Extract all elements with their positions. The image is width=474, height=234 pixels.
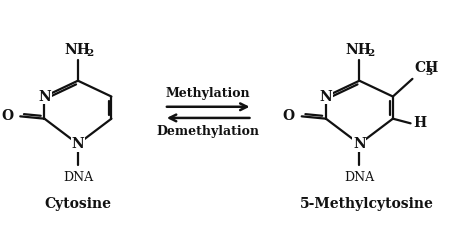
Text: O: O bbox=[283, 109, 295, 123]
Text: 2: 2 bbox=[86, 49, 93, 58]
Text: 2: 2 bbox=[367, 49, 374, 58]
Text: H: H bbox=[413, 116, 427, 130]
Text: NH: NH bbox=[64, 43, 90, 57]
Text: Cytosine: Cytosine bbox=[45, 197, 111, 212]
Text: N: N bbox=[353, 137, 366, 151]
Text: 3: 3 bbox=[426, 69, 433, 77]
Text: DNA: DNA bbox=[63, 171, 93, 183]
Text: O: O bbox=[1, 109, 13, 123]
Text: Demethylation: Demethylation bbox=[157, 125, 260, 138]
Text: Methylation: Methylation bbox=[166, 87, 250, 100]
Text: DNA: DNA bbox=[344, 171, 374, 183]
Text: N: N bbox=[72, 137, 84, 151]
Text: 5-Methylcytosine: 5-Methylcytosine bbox=[300, 197, 433, 212]
Text: CH: CH bbox=[414, 61, 438, 75]
Text: N: N bbox=[319, 90, 332, 103]
Text: NH: NH bbox=[346, 43, 372, 57]
Text: N: N bbox=[38, 90, 51, 103]
